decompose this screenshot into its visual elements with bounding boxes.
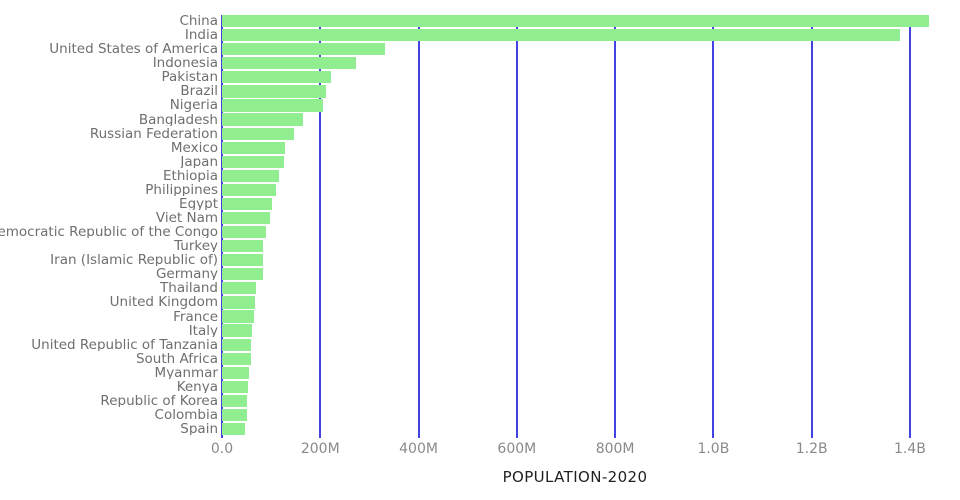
gridline (712, 15, 715, 438)
population-bar[interactable] (222, 408, 247, 422)
population-bar[interactable] (222, 183, 276, 196)
country-label: Nigeria (169, 99, 218, 112)
population-bar[interactable] (222, 43, 385, 56)
country-label: Egypt (179, 197, 218, 211)
population-bar[interactable] (222, 29, 901, 42)
population-bar[interactable] (222, 113, 303, 126)
country-label: United Kingdom (109, 296, 218, 309)
population-bar[interactable] (222, 324, 252, 337)
country-label: Indonesia (152, 57, 218, 70)
gridline (417, 15, 420, 438)
country-label: Germany (155, 268, 218, 281)
country-label: United Republic of Tanzania (31, 338, 218, 351)
country-label: Philippines (145, 183, 218, 196)
country-label: Kenya (176, 380, 218, 393)
population-bar[interactable] (222, 57, 357, 70)
x-tick-label: 1.2B (795, 441, 828, 457)
country-label: France (173, 310, 218, 323)
gridline (319, 15, 322, 438)
population-bar[interactable] (222, 141, 286, 154)
country-label: Ethiopia (163, 169, 218, 182)
population-bar[interactable] (222, 211, 270, 225)
country-label: Viet Nam (155, 211, 218, 225)
gridline (614, 15, 617, 438)
population-bar[interactable] (222, 310, 255, 323)
x-tick-label: 1.4B (894, 441, 926, 457)
population-bar[interactable] (222, 422, 245, 436)
population-bar[interactable] (222, 127, 294, 140)
country-label: Pakistan (161, 71, 218, 84)
population-bar[interactable] (222, 99, 324, 112)
country-label: Thailand (160, 282, 218, 295)
population-bar[interactable] (222, 155, 285, 168)
x-tick-label: 600M (497, 441, 537, 457)
country-label: Colombia (154, 408, 218, 422)
population-bar[interactable] (222, 268, 264, 281)
x-tick-label: 800M (595, 441, 635, 457)
x-tick-label: 200M (300, 441, 340, 457)
country-label: United States of America (49, 43, 218, 56)
x-tick-label: 0.0 (210, 441, 234, 457)
country-label: Iran (Islamic Republic of) (50, 254, 218, 267)
country-label: Mexico (170, 141, 218, 154)
country-label: Italy (188, 324, 218, 337)
country-label: Turkey (174, 240, 218, 253)
country-label: Japan (180, 155, 218, 168)
country-label: India (184, 29, 218, 42)
country-label: China (179, 15, 218, 28)
country-label: Myanmar (154, 366, 218, 379)
country-label: Democratic Republic of the Congo (0, 226, 218, 239)
population-bar[interactable] (222, 15, 930, 28)
gridline (908, 15, 911, 438)
x-tick-label: 400M (399, 441, 438, 457)
country-label: Republic of Korea (100, 394, 218, 407)
population-bar[interactable] (222, 394, 248, 407)
population-bar[interactable] (222, 71, 331, 84)
population-bar[interactable] (222, 226, 267, 239)
population-bar[interactable] (222, 169, 279, 182)
population-bar[interactable] (222, 366, 249, 379)
country-label: Russian Federation (89, 127, 218, 140)
country-label: Spain (180, 422, 218, 436)
population-bar[interactable] (222, 85, 327, 98)
population-bar[interactable] (222, 254, 264, 267)
population-bar[interactable] (222, 282, 257, 295)
population-bar[interactable] (222, 296, 256, 309)
country-label: Bangladesh (138, 113, 218, 126)
country-label: Brazil (180, 85, 218, 98)
gridline (810, 15, 813, 438)
population-bar[interactable] (222, 380, 249, 393)
population-bar[interactable] (222, 240, 264, 253)
country-label: South Africa (135, 352, 218, 365)
population-bar[interactable] (222, 352, 252, 365)
x-tick-label: 1.0B (697, 441, 730, 457)
population-bar[interactable] (222, 338, 252, 351)
gridline (515, 15, 518, 438)
x-axis-title: POPULATION-2020 (502, 468, 648, 486)
population-bar[interactable] (222, 197, 273, 211)
